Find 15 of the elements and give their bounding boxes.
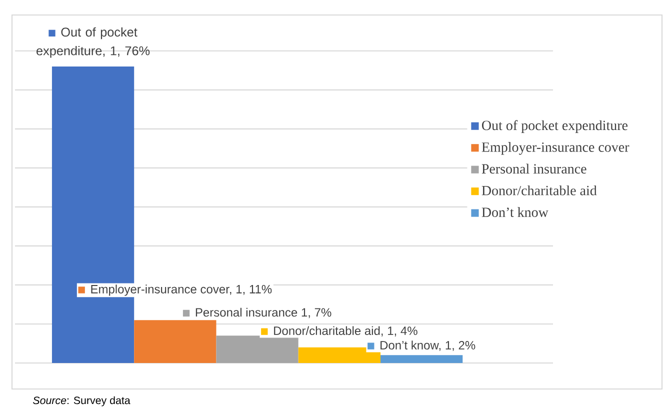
data-label: Out of pocket expenditure, 1, 76%: [36, 27, 150, 58]
data-label: Employer-insurance cover, 1, 11%: [91, 284, 272, 296]
text: Source: Survey data: [33, 396, 130, 406]
bar: [380, 355, 463, 363]
data-label: Donor/charitable aid, 1, 4%: [274, 326, 418, 336]
data-label: Personal insurance 1, 7%: [196, 308, 332, 318]
legend-label: Donor/charitable aid: [482, 185, 597, 196]
legend-label: Out of pocket expenditure: [482, 120, 628, 133]
data-label: Don’t know, 1, 2%: [380, 340, 476, 351]
bar: [216, 336, 298, 363]
legend-label: Personal insurance: [482, 164, 586, 174]
bar: [298, 347, 381, 363]
bar: [134, 320, 216, 363]
legend-label: Don’t know: [482, 207, 548, 218]
legend-label: Employer-insurance cover: [482, 142, 630, 155]
